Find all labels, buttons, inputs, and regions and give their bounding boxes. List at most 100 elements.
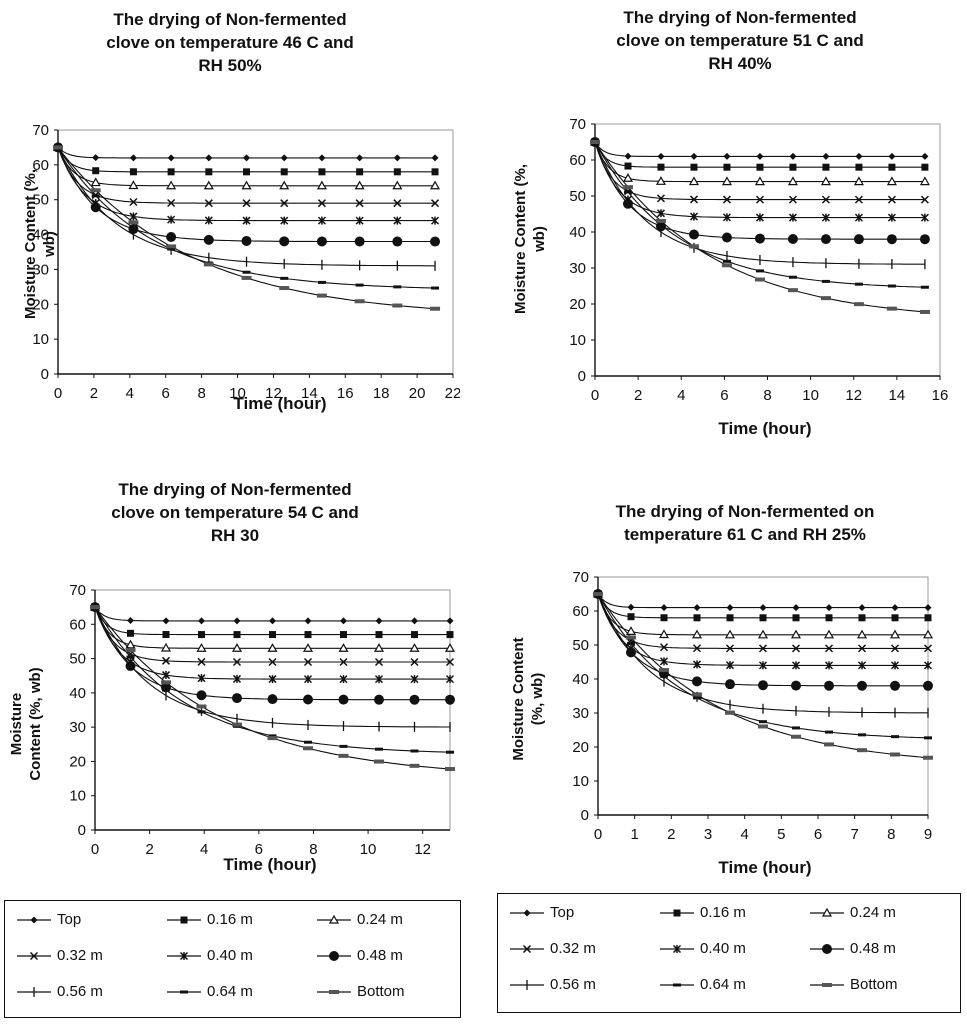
data-point xyxy=(339,744,348,748)
data-point xyxy=(723,152,731,160)
y-tick-label: 20 xyxy=(32,296,49,313)
legend-marker xyxy=(328,914,340,924)
data-point xyxy=(756,163,764,171)
y-tick-label: 0 xyxy=(578,368,586,385)
data-point xyxy=(318,154,326,162)
data-point xyxy=(787,176,798,186)
x-tick-label: 4 xyxy=(677,387,685,404)
data-point xyxy=(886,234,897,245)
data-point xyxy=(724,629,736,639)
data-point xyxy=(919,234,930,245)
data-point xyxy=(754,233,765,244)
data-point xyxy=(825,730,833,734)
x-tick-label: 8 xyxy=(309,841,317,858)
data-point xyxy=(855,163,863,171)
data-point xyxy=(721,263,732,268)
data-point xyxy=(627,613,635,621)
series-0-32-m xyxy=(53,143,440,208)
plot-area: 0 10 20 30 40 50 60 70 0 2 4 6 8 10 12 14 16 18 20 22 xyxy=(32,122,460,402)
data-point xyxy=(161,656,171,665)
data-point xyxy=(445,657,455,667)
data-point xyxy=(923,661,933,670)
data-point xyxy=(129,168,137,176)
y-tick-label: 70 xyxy=(69,582,86,599)
x-tick-label: 2 xyxy=(145,841,153,858)
data-point xyxy=(340,631,347,639)
data-point xyxy=(92,167,100,175)
data-point xyxy=(626,635,636,640)
data-point xyxy=(688,176,700,186)
data-point xyxy=(205,154,213,162)
y-axis-label-line: Moisture Content (%, xyxy=(512,164,529,314)
data-point xyxy=(821,279,830,283)
legend-item-top: Top xyxy=(15,911,81,928)
data-point xyxy=(198,631,205,639)
data-point xyxy=(338,643,349,652)
y-tick-label: 10 xyxy=(572,773,589,790)
chart-title: The drying of Non-fermented clove on tem… xyxy=(45,478,425,547)
legend-swatch xyxy=(317,989,351,994)
data-point xyxy=(622,173,634,182)
data-point xyxy=(197,657,206,666)
data-point xyxy=(923,680,933,691)
data-point xyxy=(924,614,932,622)
data-point xyxy=(317,199,326,208)
data-point xyxy=(787,233,798,244)
data-point xyxy=(627,641,635,645)
data-point xyxy=(203,180,214,190)
data-point xyxy=(280,154,288,162)
y-tick-label: 30 xyxy=(572,705,589,722)
data-point xyxy=(758,680,768,691)
series-bottom xyxy=(590,140,930,314)
data-point xyxy=(658,629,670,639)
data-point xyxy=(723,163,731,171)
data-point xyxy=(590,140,600,144)
data-point xyxy=(890,661,900,670)
data-point xyxy=(886,306,897,311)
data-point xyxy=(820,296,831,301)
data-point xyxy=(269,631,276,639)
data-point xyxy=(303,657,313,667)
chart-title: The drying of Non-fermented clove on tem… xyxy=(40,8,420,77)
data-point xyxy=(304,631,312,639)
data-point xyxy=(690,163,698,171)
data-point xyxy=(857,748,867,753)
legend-marker xyxy=(29,951,39,960)
legend-label: Bottom xyxy=(357,983,405,1000)
data-point xyxy=(791,734,801,739)
legend-swatch xyxy=(660,909,694,916)
data-point xyxy=(430,236,441,247)
y-tick-label: 10 xyxy=(32,331,49,348)
data-point xyxy=(280,276,289,280)
data-point xyxy=(688,244,699,249)
y-tick-label: 50 xyxy=(32,192,49,209)
data-point xyxy=(853,302,864,307)
data-point xyxy=(243,154,251,162)
data-point xyxy=(205,168,213,176)
data-point xyxy=(446,750,454,754)
legend-swatch xyxy=(660,944,694,953)
data-point xyxy=(166,231,177,242)
data-point xyxy=(375,631,383,639)
x-tick-label: 10 xyxy=(360,841,377,858)
legend-swatch xyxy=(660,983,694,986)
data-point xyxy=(726,604,734,612)
data-point xyxy=(890,752,900,757)
data-point xyxy=(624,162,632,170)
data-point xyxy=(410,675,419,684)
data-point xyxy=(280,168,288,176)
x-tick-label: 5 xyxy=(777,826,785,843)
legend-swatch xyxy=(317,950,351,961)
data-point xyxy=(393,216,402,225)
data-point xyxy=(822,163,830,171)
series-0-32-m xyxy=(90,603,455,667)
legend: Top 0.16 m 0.24 m 0.32 m 0.40 m 0.48 m 0.56 m 0… xyxy=(4,900,461,1018)
data-point xyxy=(166,180,177,190)
y-tick-label: 40 xyxy=(32,227,49,244)
data-point xyxy=(242,199,251,208)
data-point xyxy=(231,643,243,652)
data-point xyxy=(689,212,699,221)
plot-frame xyxy=(57,129,454,375)
data-point xyxy=(129,226,138,230)
data-point xyxy=(923,755,933,760)
